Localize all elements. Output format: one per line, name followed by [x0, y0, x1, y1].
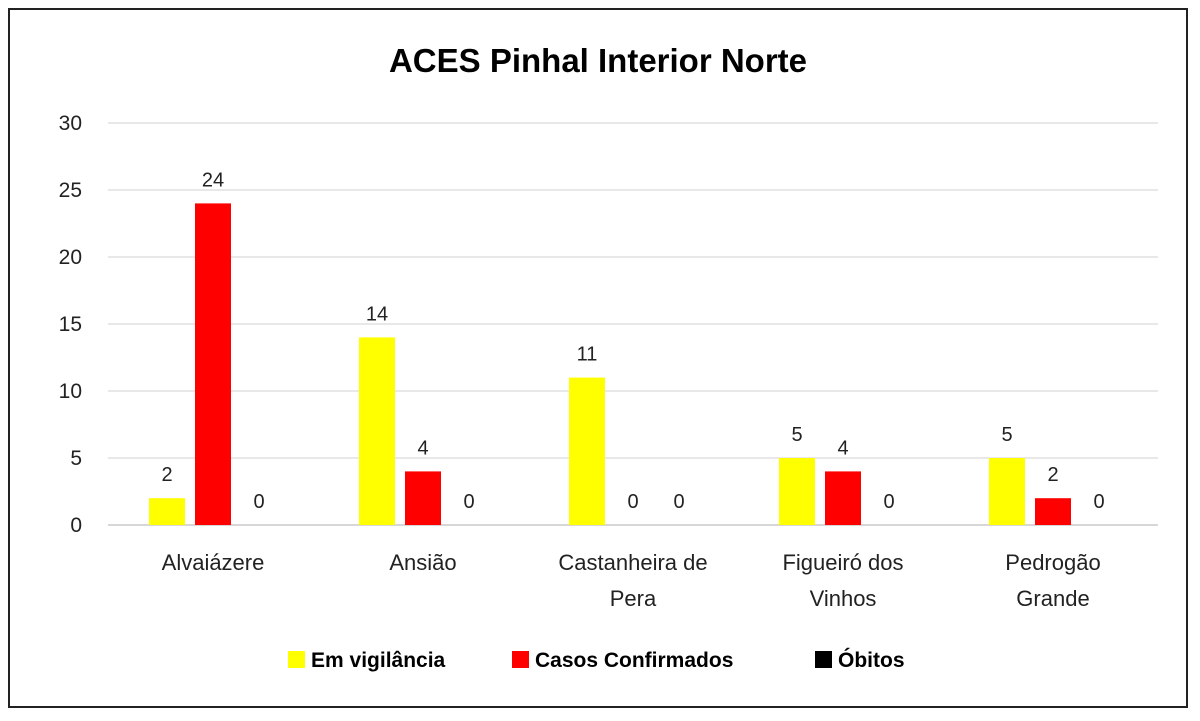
y-tick-label: 20 [59, 246, 82, 269]
bar [779, 458, 815, 525]
category-label: Grande [1016, 586, 1089, 611]
bar [989, 458, 1025, 525]
category-label: Ansião [389, 550, 456, 575]
legend-swatch [512, 651, 529, 668]
data-label: 0 [627, 491, 638, 513]
y-tick-label: 30 [59, 112, 82, 135]
bar [405, 471, 441, 525]
legend-item[interactable]: Em vigilância [288, 649, 446, 672]
legend[interactable]: Em vigilância Casos Confirmados Óbitos [288, 648, 905, 672]
chart-title: ACES Pinhal Interior Norte [389, 42, 807, 79]
data-label: 4 [837, 437, 848, 459]
legend-swatch [815, 651, 832, 668]
data-label: 24 [202, 169, 224, 191]
category-label: Alvaiázere [162, 550, 265, 575]
bar [825, 471, 861, 525]
data-label: 0 [1093, 491, 1104, 513]
data-label: 5 [1001, 424, 1012, 446]
bar [195, 203, 231, 525]
y-tick-label: 10 [59, 380, 82, 403]
x-axis-categories: Alvaiázere Ansião Castanheira de Pera Figuei… [162, 550, 1101, 611]
bars [149, 203, 1071, 525]
gridlines [108, 122, 1158, 526]
category-label: Pedrogão [1005, 550, 1100, 575]
legend-label: Casos Confirmados [535, 649, 733, 672]
category-label: Figueiró dos [782, 550, 903, 575]
bar [569, 377, 605, 525]
data-label: 4 [417, 437, 428, 459]
data-label: 2 [161, 464, 172, 486]
data-label: 11 [577, 344, 598, 366]
category-label: Vinhos [810, 586, 877, 611]
y-tick-label: 25 [59, 179, 82, 202]
legend-item[interactable]: Óbitos [815, 648, 905, 672]
legend-label: Em vigilância [311, 649, 446, 672]
data-label: 5 [791, 424, 802, 446]
legend-swatch [288, 651, 305, 668]
category-label: Pera [610, 586, 657, 611]
bar [149, 498, 185, 525]
y-axis-ticks: 0 5 10 15 20 25 30 [59, 112, 82, 537]
data-label: 14 [366, 303, 388, 325]
data-label: 0 [463, 491, 474, 513]
bar [359, 337, 395, 525]
data-labels: 2 24 0 14 4 0 11 0 0 5 4 0 5 2 0 [161, 169, 1104, 513]
y-tick-label: 0 [70, 514, 82, 537]
data-label: 0 [673, 491, 684, 513]
data-label: 0 [883, 491, 894, 513]
y-tick-label: 5 [70, 447, 82, 470]
y-tick-label: 15 [59, 313, 82, 336]
data-label: 0 [253, 491, 264, 513]
legend-label: Óbitos [838, 648, 905, 672]
data-label: 2 [1047, 464, 1058, 486]
category-label: Castanheira de [558, 550, 707, 575]
bar [1035, 498, 1071, 525]
legend-item[interactable]: Casos Confirmados [512, 649, 733, 672]
